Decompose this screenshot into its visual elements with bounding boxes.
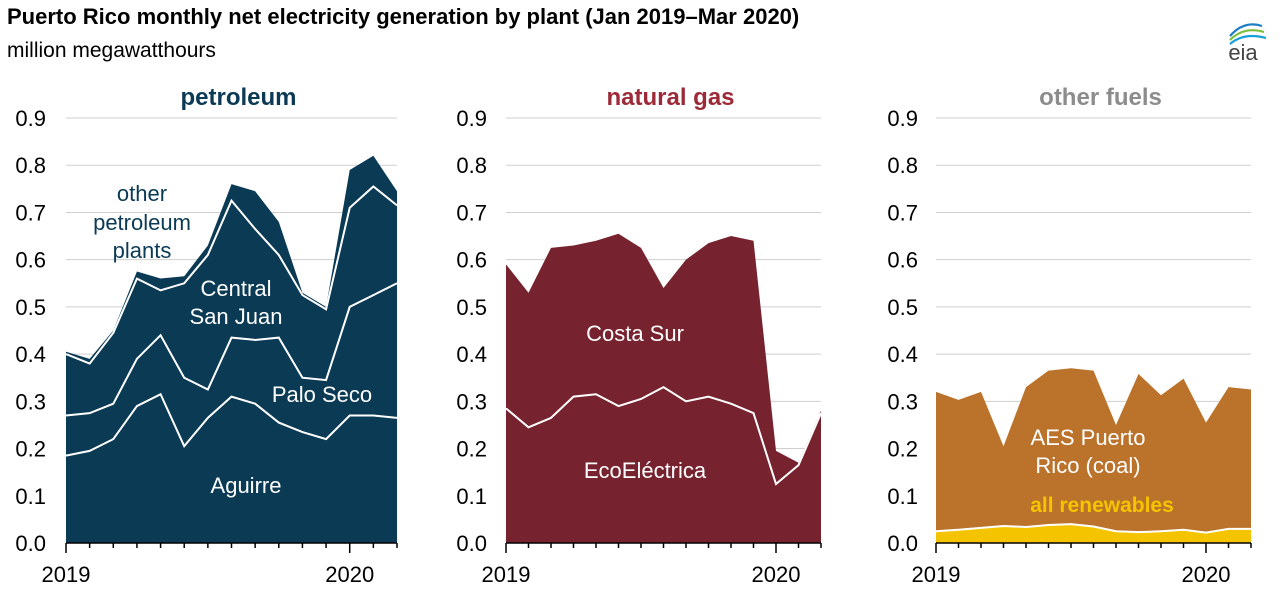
series-label: Aguirre: [211, 473, 282, 498]
y-tick-label: 0.5: [887, 295, 918, 320]
panel-natural-gas: 0.0 0.1 0.2 0.3 0.4 0.5 0.6 0.7 0.8 0.9 2019 2020 na…: [456, 84, 822, 587]
y-tick-label: 0.9: [456, 106, 487, 131]
series-label: EcoEléctrica: [584, 458, 707, 483]
area-central-san-juan: [66, 186, 397, 416]
y-tick-label: 0.7: [456, 200, 487, 225]
y-tick-label: 0.6: [456, 248, 487, 273]
series-boundary-line: [65, 185, 398, 365]
y-tick-label: 0.2: [887, 437, 918, 462]
eia-logo: eia: [1228, 23, 1267, 65]
y-tick-label: 0.9: [887, 106, 918, 131]
panel-title: natural gas: [606, 84, 734, 111]
x-tick-label: 2020: [1182, 562, 1231, 587]
y-tick-label: 0.8: [887, 153, 918, 178]
y-tick-label: 0.3: [456, 389, 487, 414]
y-tick-label: 0.2: [456, 437, 487, 462]
area-costa-sur: [506, 233, 821, 484]
y-tick-label: 0.6: [15, 248, 46, 273]
y-tick-label: 0.3: [15, 389, 46, 414]
y-tick-label: 0.0: [15, 531, 46, 556]
panel-petroleum: 0.0 0.1 0.2 0.3 0.4 0.5 0.6 0.7 0.8 0.9 2019 2020 pe…: [15, 84, 398, 587]
x-tick-label: 2020: [325, 562, 374, 587]
series-label: Costa Sur: [586, 321, 684, 346]
y-tick-label: 0.1: [15, 484, 46, 509]
eia-logo-text: eia: [1228, 40, 1258, 65]
series-label: all renewables: [1030, 494, 1174, 517]
series-label: Central: [201, 276, 272, 301]
y-tick-label: 0.1: [887, 484, 918, 509]
chart-title: Puerto Rico monthly net electricity gene…: [7, 4, 800, 29]
panel-title: petroleum: [180, 84, 296, 111]
y-tick-label: 0.1: [456, 484, 487, 509]
x-tick-label: 2019: [912, 562, 961, 587]
series-label: AES Puerto: [1031, 425, 1146, 450]
area-aes-puerto-rico-coal-: [936, 368, 1251, 533]
series-label: Rico (coal): [1035, 453, 1140, 478]
panel-title: other fuels: [1039, 84, 1162, 111]
y-tick-label: 0.4: [456, 342, 487, 367]
x-tick-label: 2020: [752, 562, 801, 587]
y-tick-label: 0.5: [456, 295, 487, 320]
y-tick-label: 0.0: [887, 531, 918, 556]
series-label: other: [117, 181, 167, 206]
x-tick-label: 2019: [482, 562, 531, 587]
area-palo-seco: [66, 283, 397, 456]
y-tick-label: 0.4: [887, 342, 918, 367]
chart-subtitle: million megawatthours: [7, 39, 216, 62]
series-boundary-line: [505, 386, 822, 486]
panel-other-fuels: 0.0 0.1 0.2 0.3 0.4 0.5 0.6 0.7 0.8 0.9 2019 2020 ot…: [887, 84, 1252, 587]
y-tick-label: 0.8: [456, 153, 487, 178]
series-boundary-line: [65, 392, 398, 457]
y-tick-label: 0.8: [15, 153, 46, 178]
area-all-renewables: [936, 524, 1251, 543]
series-label: petroleum: [93, 210, 191, 235]
series-boundary-line: [935, 523, 1251, 534]
y-tick-label: 0.4: [15, 342, 46, 367]
y-tick-label: 0.5: [15, 295, 46, 320]
y-tick-label: 0.9: [15, 106, 46, 131]
x-tick-label: 2019: [42, 562, 91, 587]
y-tick-label: 0.0: [456, 531, 487, 556]
y-tick-label: 0.7: [887, 200, 918, 225]
series-boundary-line: [65, 282, 398, 417]
y-tick-label: 0.6: [887, 248, 918, 273]
y-tick-label: 0.2: [15, 437, 46, 462]
area-aguirre: [66, 394, 397, 543]
area-ecoel-ctrica: [506, 387, 821, 543]
series-label: San Juan: [190, 304, 283, 329]
area-other-petroleum-plants: [66, 155, 397, 364]
y-tick-label: 0.7: [15, 200, 46, 225]
series-label: plants: [113, 238, 172, 263]
y-tick-label: 0.3: [887, 389, 918, 414]
series-label: Palo Seco: [272, 382, 372, 407]
